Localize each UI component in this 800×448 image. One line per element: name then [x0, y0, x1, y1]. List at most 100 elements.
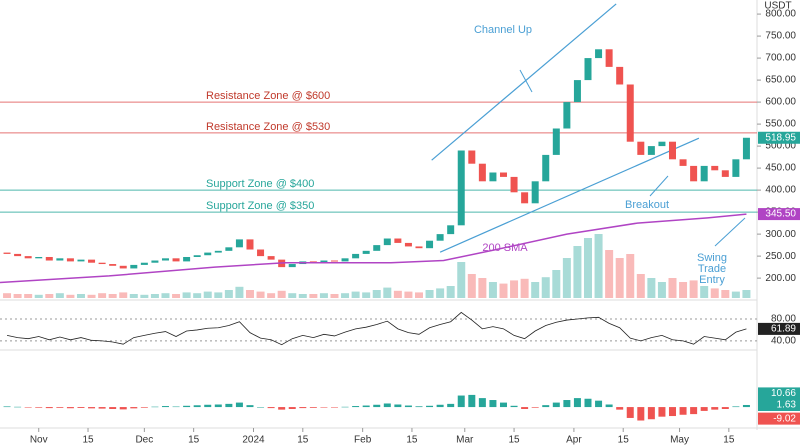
volume-bar: [277, 290, 286, 298]
candle: [246, 239, 254, 250]
y-tick-label: 200.00: [765, 273, 796, 284]
x-tick-label: Feb: [354, 435, 372, 446]
candle: [77, 259, 85, 262]
volume-bar: [414, 292, 423, 298]
candle: [616, 66, 624, 85]
volume-bar: [657, 282, 666, 298]
zone-label: Resistance Zone @ $600: [206, 90, 330, 102]
volume-bar: [309, 294, 318, 298]
candle: [267, 256, 275, 260]
candle: [732, 159, 740, 177]
macd-bar: [668, 407, 676, 417]
volume-bar: [235, 286, 244, 298]
volume-bar: [267, 293, 276, 298]
y-tick-label: 550.00: [765, 119, 796, 130]
y-tick-label: 700.00: [765, 53, 796, 64]
macd-bar: [299, 407, 307, 409]
candle: [426, 240, 434, 249]
macd-bar: [130, 407, 138, 409]
macd-bar: [521, 407, 529, 409]
macd-bar: [267, 407, 275, 409]
x-tick-label: May: [670, 435, 689, 446]
volume-bar: [341, 293, 350, 298]
x-tick-label: 15: [406, 435, 418, 446]
macd-bar: [690, 407, 698, 415]
arrow: [649, 175, 669, 197]
volume-bar: [541, 277, 550, 298]
volume-bar: [119, 292, 128, 298]
candle: [172, 258, 180, 262]
macd-bar: [66, 407, 74, 409]
volume-bar: [161, 293, 170, 298]
macd-bar: [352, 406, 360, 408]
macd-bar: [732, 406, 740, 408]
x-tick-label: 15: [618, 435, 630, 446]
macd-bar: [151, 406, 159, 408]
volume-bar: [742, 290, 751, 298]
volume-bar: [66, 294, 75, 298]
channel-line: [439, 137, 700, 253]
volume-bar: [172, 294, 181, 298]
candle: [584, 58, 592, 81]
volume-bar: [140, 294, 149, 298]
candle: [521, 192, 529, 204]
macd-bar: [457, 395, 465, 408]
y-tick-label: 400.00: [765, 185, 796, 196]
volume-bar: [499, 283, 508, 298]
candle: [742, 137, 750, 160]
macd-bar: [362, 405, 370, 408]
volume-bar: [425, 290, 434, 298]
candle: [457, 150, 465, 226]
macd-bar: [77, 407, 85, 408]
channel-label: Channel Up: [474, 24, 532, 36]
candle: [151, 260, 159, 263]
volume-bar: [76, 294, 85, 298]
y-tick-label: 300.00: [765, 229, 796, 240]
macd-last: 1.63: [777, 400, 797, 411]
volume-bar: [55, 293, 64, 298]
macd-bar: [109, 407, 117, 409]
candle: [56, 258, 64, 261]
candle: [711, 165, 719, 171]
candle: [690, 165, 698, 182]
sma-label: 200 SMA: [482, 242, 528, 254]
macd-last: -9.02: [773, 413, 796, 424]
candle: [214, 250, 222, 253]
x-tick-label: Apr: [566, 435, 582, 446]
candle: [415, 246, 423, 249]
macd-bar: [235, 402, 243, 408]
macd-bar: [225, 403, 233, 408]
volume-bar: [615, 258, 624, 298]
candle: [647, 146, 655, 155]
candle: [14, 253, 22, 257]
last-price-box: [758, 131, 800, 144]
volume-bar: [288, 293, 297, 298]
volume-bar: [150, 294, 159, 298]
volume-bar: [45, 294, 54, 298]
macd-bar: [373, 404, 381, 408]
volume-bar: [467, 274, 476, 298]
volume-bar: [636, 274, 645, 298]
candle: [204, 252, 212, 256]
candle: [288, 264, 296, 268]
volume-bar: [488, 282, 497, 298]
macd-bar: [447, 403, 455, 408]
volume-bar: [330, 294, 339, 298]
volume-bar: [98, 293, 107, 298]
volume-bar: [372, 290, 381, 298]
y-tick-label: 500.00: [765, 141, 796, 152]
volume-bar: [224, 290, 233, 298]
volume-bar: [731, 291, 740, 298]
volume-bar: [478, 278, 487, 298]
macd-bar: [394, 404, 402, 408]
volume-bar: [689, 280, 698, 298]
candle: [341, 258, 349, 262]
rsi-line: [6, 311, 747, 346]
macd-bar: [499, 402, 507, 408]
candle: [499, 172, 507, 177]
macd-bar: [711, 407, 719, 410]
y-tick-label: 450.00: [765, 163, 796, 174]
candle: [510, 176, 518, 193]
y-tick-label: 800.00: [765, 9, 796, 20]
